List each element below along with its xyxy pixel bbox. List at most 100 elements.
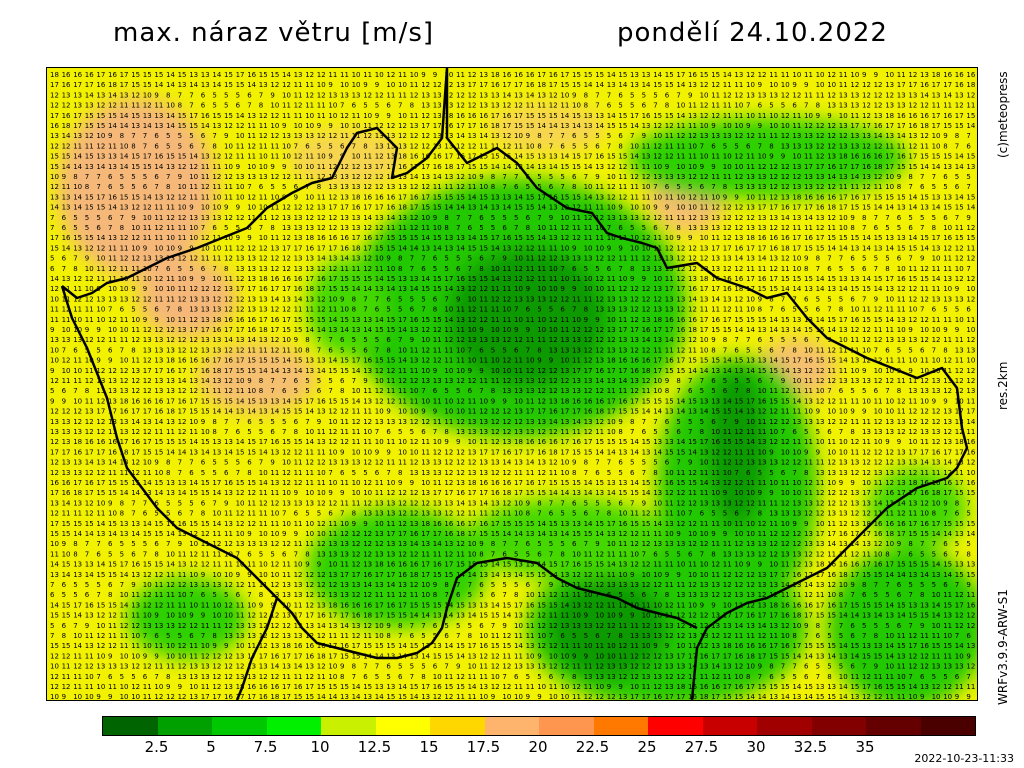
grid-value: 10 xyxy=(850,306,859,314)
grid-value: 9 xyxy=(143,285,147,293)
grid-value: 11 xyxy=(433,336,442,344)
grid-value: 7 xyxy=(456,581,460,589)
grid-value: 12 xyxy=(502,632,511,640)
grid-value: 11 xyxy=(711,153,720,161)
grid-value: 15 xyxy=(317,316,326,324)
grid-value: 5 xyxy=(584,632,588,640)
grid-value: 7 xyxy=(560,183,564,191)
grid-value: 17 xyxy=(468,81,477,89)
grid-value: 13 xyxy=(827,102,836,110)
grid-value: 12 xyxy=(247,489,256,497)
grid-value: 7 xyxy=(421,306,425,314)
grid-value: 16 xyxy=(62,234,71,242)
grid-value: 17 xyxy=(549,81,558,89)
grid-value: 8 xyxy=(816,622,820,630)
grid-value: 12 xyxy=(850,326,859,334)
grid-value: 14 xyxy=(560,530,569,538)
grid-value: 12 xyxy=(154,224,163,232)
grid-value: 12 xyxy=(282,265,291,273)
grid-value: 8 xyxy=(85,183,89,191)
grid-value: 11 xyxy=(549,224,558,232)
grid-value: 6 xyxy=(688,387,693,395)
grid-value: 17 xyxy=(73,479,82,487)
grid-value: 11 xyxy=(816,591,825,599)
grid-value: 14 xyxy=(688,367,697,375)
grid-value: 14 xyxy=(839,285,848,293)
grid-value: 10 xyxy=(479,632,488,640)
grid-value: 11 xyxy=(642,163,651,171)
grid-value: 13 xyxy=(572,377,581,385)
grid-value: 9 xyxy=(50,397,54,405)
grid-value: 16 xyxy=(769,234,778,242)
grid-value: 14 xyxy=(839,244,848,252)
grid-value: 8 xyxy=(398,469,402,477)
grid-value: 12 xyxy=(398,520,407,528)
grid-value: 10 xyxy=(607,418,616,426)
grid-value: 6 xyxy=(62,581,67,589)
grid-value: 15 xyxy=(874,652,883,660)
grid-value: 12 xyxy=(305,71,314,79)
grid-value: 12 xyxy=(270,81,279,89)
grid-value: 12 xyxy=(282,173,291,181)
grid-value: 17 xyxy=(862,489,871,497)
grid-value: 12 xyxy=(456,418,465,426)
grid-value: 7 xyxy=(804,102,808,110)
grid-value: 11 xyxy=(874,673,883,681)
grid-value: 17 xyxy=(966,408,975,416)
grid-value: 16 xyxy=(294,285,303,293)
grid-value: 11 xyxy=(73,377,82,385)
grid-value: 8 xyxy=(537,346,541,354)
grid-value: 6 xyxy=(340,377,345,385)
grid-value: 14 xyxy=(932,275,941,283)
grid-value: 17 xyxy=(526,448,535,456)
grid-value: 14 xyxy=(189,479,198,487)
grid-value: 14 xyxy=(421,234,430,242)
grid-value: 12 xyxy=(607,255,616,263)
grid-value: 14 xyxy=(352,683,361,691)
grid-value: 18 xyxy=(166,357,175,365)
grid-value: 14 xyxy=(827,326,836,334)
grid-value: 6 xyxy=(363,673,368,681)
grid-value: 11 xyxy=(143,683,152,691)
grid-value: 9 xyxy=(328,122,332,130)
grid-value: 12 xyxy=(468,459,477,467)
grid-value: 6 xyxy=(572,540,577,548)
grid-value: 17 xyxy=(340,571,349,579)
grid-value: 15 xyxy=(340,397,349,405)
grid-value: 5 xyxy=(131,673,135,681)
grid-value: 6 xyxy=(352,102,357,110)
grid-value: 10 xyxy=(769,81,778,89)
grid-value: 5 xyxy=(955,306,959,314)
grid-value: 15 xyxy=(189,489,198,497)
grid-value: 6 xyxy=(154,142,159,150)
grid-value: 13 xyxy=(526,530,535,538)
grid-value: 15 xyxy=(816,357,825,365)
grid-value: 5 xyxy=(143,173,147,181)
grid-value: 11 xyxy=(723,561,732,569)
grid-value: 12 xyxy=(270,622,279,630)
grid-value: 10 xyxy=(700,336,709,344)
grid-value: 11 xyxy=(108,622,117,630)
grid-value: 13 xyxy=(236,632,245,640)
grid-value: 13 xyxy=(502,571,511,579)
grid-value: 8 xyxy=(618,428,622,436)
grid-value: 7 xyxy=(827,306,831,314)
grid-value: 5 xyxy=(479,591,483,599)
grid-value: 8 xyxy=(317,183,321,191)
grid-value: 16 xyxy=(224,316,233,324)
grid-value: 11 xyxy=(734,112,743,120)
grid-value: 10 xyxy=(398,438,407,446)
grid-value: 7 xyxy=(212,132,216,140)
grid-value: 8 xyxy=(166,183,170,191)
grid-value: 16 xyxy=(526,601,535,609)
grid-value: 16 xyxy=(920,81,929,89)
grid-value: 11 xyxy=(236,153,245,161)
grid-value: 15 xyxy=(676,479,685,487)
grid-value: 10 xyxy=(294,122,303,130)
grid-value: 9 xyxy=(758,122,762,130)
grid-value: 14 xyxy=(769,357,778,365)
grid-value: 5 xyxy=(120,183,124,191)
grid-value: 5 xyxy=(816,428,820,436)
grid-value: 5 xyxy=(352,469,356,477)
grid-value: 18 xyxy=(456,530,465,538)
